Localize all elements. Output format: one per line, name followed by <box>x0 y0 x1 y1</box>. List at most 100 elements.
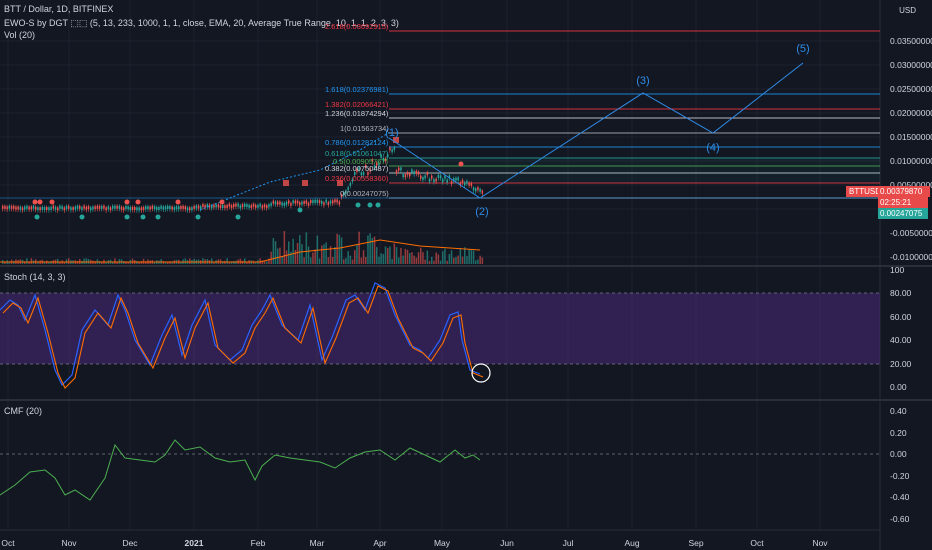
candle-body <box>226 205 228 209</box>
wave-1-label[interactable]: (1) <box>385 127 399 139</box>
candle-body <box>19 206 22 210</box>
wave-5-label[interactable]: (5) <box>796 43 810 55</box>
candle-body <box>459 182 462 186</box>
stoch-title[interactable]: Stoch (14, 3, 3) <box>4 272 66 282</box>
signal-dot <box>140 214 146 220</box>
indicator-volume-legend[interactable]: Vol (20) <box>4 30 36 40</box>
volume-bar <box>140 261 143 264</box>
fib-label: 0.618(0.01061047) <box>325 149 389 158</box>
volume-bar <box>472 250 475 264</box>
candle-body <box>314 199 316 203</box>
time-tick: Oct <box>750 538 764 548</box>
volume-bar <box>481 257 484 264</box>
signal-dot <box>355 202 361 208</box>
candle-body <box>57 207 59 211</box>
candle-body <box>52 205 55 209</box>
fibonacci-extension[interactable] <box>0 30 880 199</box>
volume-bar <box>169 261 171 264</box>
elliott-wave-projection[interactable] <box>388 62 804 199</box>
candle-body <box>329 200 332 204</box>
signal-dot <box>375 202 381 208</box>
candle-body <box>32 205 35 209</box>
candle-body <box>398 167 400 171</box>
candle-body <box>248 204 250 208</box>
candle-body <box>477 187 479 191</box>
candle-body <box>387 154 389 158</box>
volume-bar <box>189 258 191 264</box>
signal-marker <box>393 137 399 143</box>
candle-body <box>428 178 431 182</box>
symbol-title[interactable]: BTT / Dollar, 1D, BITFINEX <box>4 4 114 14</box>
cmf-title[interactable]: CMF (20) <box>4 406 42 416</box>
volume-bar <box>351 259 354 264</box>
candle-body <box>112 205 114 209</box>
volume-bar <box>402 255 404 264</box>
volume-bar <box>222 261 224 264</box>
signal-dot <box>124 214 130 220</box>
candle-body <box>107 206 110 210</box>
volume-bar <box>437 254 440 264</box>
signal-dot <box>49 199 55 205</box>
candle-body <box>360 172 363 176</box>
candle-body <box>215 204 217 208</box>
volume-bar <box>145 261 147 264</box>
candle-body <box>380 154 382 158</box>
candle-body <box>46 206 48 210</box>
volume-bar <box>365 256 367 264</box>
wave-4-label[interactable]: (4) <box>706 142 720 154</box>
candle-body <box>30 206 33 210</box>
volume-bar <box>336 233 338 264</box>
indicator-ewo-legend[interactable]: EWO-S by DGT ⬚⬚ (5, 13, 233, 1000, 1, 1,… <box>4 18 399 28</box>
volume-bar <box>382 253 385 264</box>
candle-body <box>189 207 191 211</box>
volume-bar <box>296 242 299 264</box>
price-tick: 0.00500000 <box>890 180 932 190</box>
candle-body <box>138 207 140 211</box>
candle-body <box>175 206 178 210</box>
volume-bar <box>94 261 96 264</box>
candle-body <box>437 174 440 178</box>
candle-body <box>90 207 92 211</box>
wave-3-label[interactable]: (3) <box>636 75 650 87</box>
candle-body <box>244 203 246 207</box>
signal-marker <box>302 180 308 186</box>
candle-body <box>167 205 169 209</box>
signal-dot <box>175 199 181 205</box>
price-candles <box>2 131 484 213</box>
candle-body <box>241 204 244 208</box>
candle-body <box>468 182 470 186</box>
volume-bar <box>391 259 393 264</box>
candle-body <box>230 205 233 209</box>
candle-body <box>369 168 371 172</box>
candle-body <box>96 205 99 209</box>
candle-body <box>270 202 272 206</box>
volume-bar <box>8 261 11 264</box>
volume-bars <box>0 231 484 264</box>
volume-bar <box>246 261 248 264</box>
volume-bar <box>259 258 261 264</box>
candle-body <box>277 201 279 205</box>
cmf-tick: 0.40 <box>890 406 907 416</box>
fib-label: 0.786(0.01282124) <box>325 138 389 147</box>
volume-bar <box>470 249 473 264</box>
volume-bar <box>230 261 233 264</box>
candle-body <box>120 206 123 210</box>
fib-label: 1(0.01563734) <box>340 124 389 133</box>
wave-2-label[interactable]: (2) <box>475 206 489 218</box>
candle-body <box>395 170 398 174</box>
currency-label[interactable]: USD <box>899 6 916 15</box>
stoch-tick: 80.00 <box>890 288 912 298</box>
candle-body <box>310 200 312 204</box>
candle-body <box>325 199 327 203</box>
candle-body <box>272 200 275 204</box>
candle-body <box>442 179 444 183</box>
cmf-tick: -0.20 <box>890 471 910 481</box>
volume-bar <box>301 244 303 264</box>
candle-body <box>296 200 299 204</box>
volume-bar <box>127 261 129 264</box>
candle-body <box>255 204 257 208</box>
volume-bar <box>468 249 470 264</box>
candle-body <box>217 204 220 208</box>
